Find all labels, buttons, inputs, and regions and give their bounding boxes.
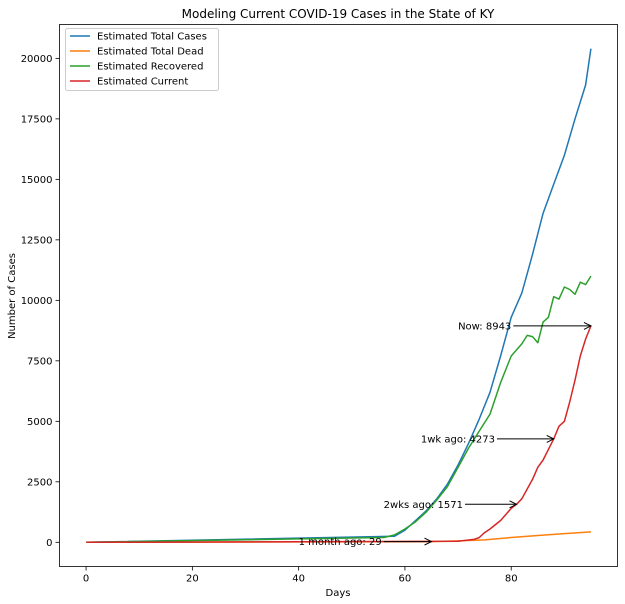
x-tick-label: 0 xyxy=(83,574,89,585)
legend-box xyxy=(65,28,219,91)
x-tick-label: 60 xyxy=(399,574,412,585)
y-tick-label: 7500 xyxy=(27,356,52,367)
y-tick-label: 17500 xyxy=(21,114,53,125)
annotation-label: 1 month ago: 29 xyxy=(299,537,382,548)
legend: Estimated Total Cases Estimated Total Dea… xyxy=(65,28,219,91)
x-tick-label: 40 xyxy=(292,574,305,585)
annotation-label: Now: 8943 xyxy=(458,321,511,332)
y-axis-label: Number of Cases xyxy=(7,253,18,339)
chart-title: Modeling Current COVID-19 Cases in the S… xyxy=(182,7,495,21)
y-tick-label: 0 xyxy=(46,538,52,549)
annotation: 2wks ago: 1571 xyxy=(384,500,518,511)
series-line-estimated-current xyxy=(86,325,592,544)
legend-label-estimated-recovered: Estimated Recovered xyxy=(97,62,203,73)
x-tick-label: 20 xyxy=(186,574,199,585)
y-tick-label: 2500 xyxy=(27,477,52,488)
annotation-label: 1wk ago: 4273 xyxy=(421,434,495,445)
series-line-estimated-total-cases xyxy=(86,48,592,544)
annotation-arrowhead xyxy=(424,537,433,546)
x-tick-label: 80 xyxy=(505,574,518,585)
annotation-arrowhead xyxy=(546,434,555,443)
y-tick-label: 10000 xyxy=(21,296,53,307)
x-axis-label: Days xyxy=(326,588,351,599)
annotation: 1wk ago: 4273 xyxy=(421,434,555,445)
annotation-arrowhead xyxy=(509,500,518,509)
plot-frame xyxy=(59,24,618,567)
y-tick-label: 12500 xyxy=(21,235,53,246)
y-tick-label: 20000 xyxy=(21,54,53,65)
annotation: 1 month ago: 29 xyxy=(299,537,433,548)
legend-label-estimated-total-cases: Estimated Total Cases xyxy=(97,32,207,43)
y-tick-label: 15000 xyxy=(21,175,53,186)
plot-area xyxy=(59,24,618,567)
annotation-label: 2wks ago: 1571 xyxy=(384,500,463,511)
series-layer xyxy=(86,48,592,544)
annotation: Now: 8943 xyxy=(458,321,593,332)
y-tick-label: 5000 xyxy=(27,417,52,428)
annotation-layer: Now: 8943 1wk ago: 4273 2wks ago: 1571 1 mo… xyxy=(299,321,593,548)
x-axis: 0 20 40 60 80 xyxy=(83,566,518,585)
series-line-estimated-recovered xyxy=(86,275,592,544)
legend-label-estimated-total-dead: Estimated Total Dead xyxy=(97,47,204,58)
annotation-arrowhead xyxy=(583,321,593,330)
legend-label-estimated-current: Estimated Current xyxy=(97,77,188,88)
y-axis: 0 2500 5000 7500 10000 12500 15000 17500 20000 xyxy=(21,54,60,549)
